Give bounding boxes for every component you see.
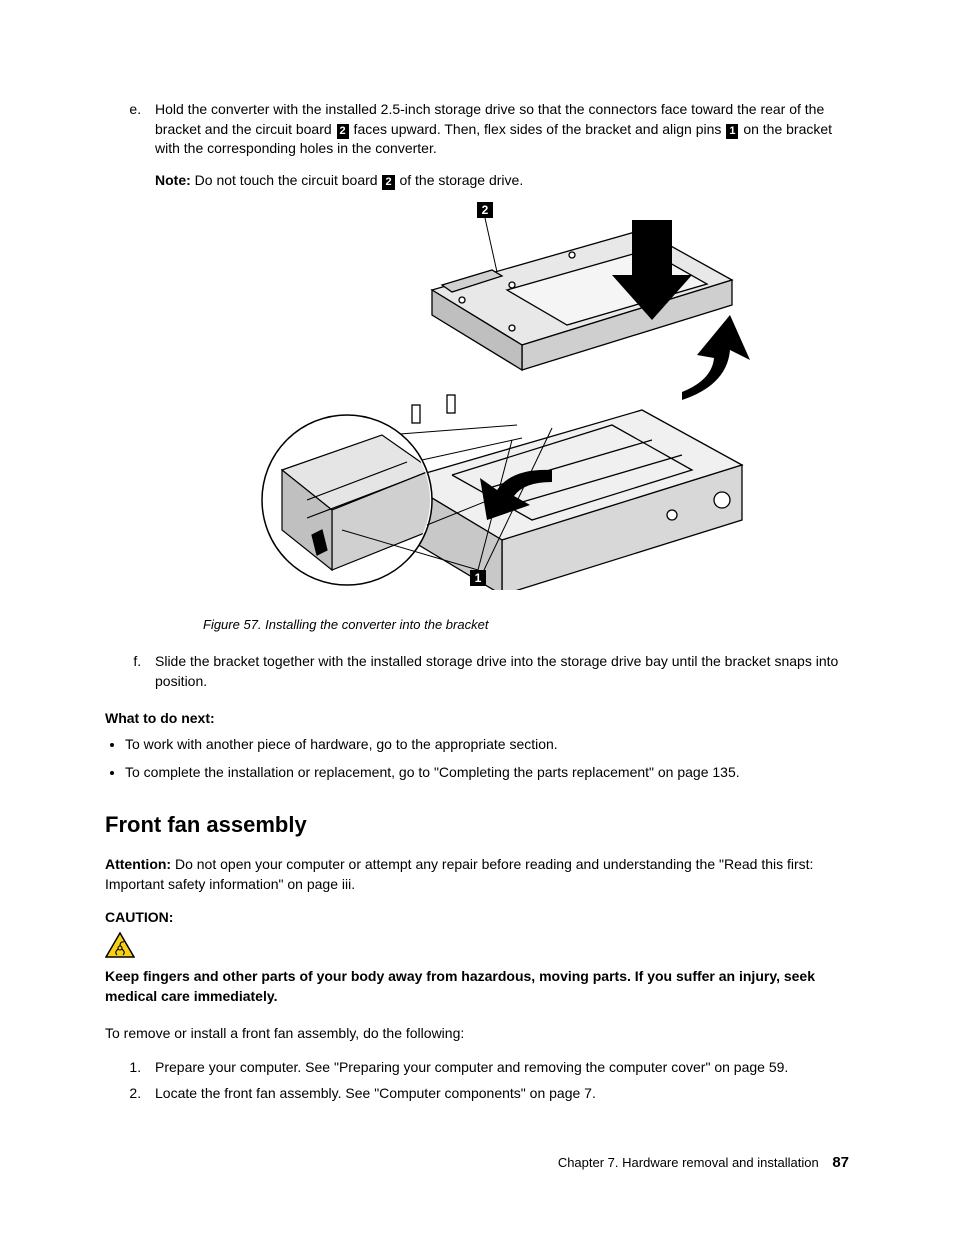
step-f-text: Slide the bracket together with the inst… — [155, 653, 838, 689]
what-next-item-2: To complete the installation or replacem… — [125, 763, 849, 783]
figure-57: 2 1 — [155, 200, 849, 596]
hazard-icon — [105, 932, 849, 964]
num-step-1: Prepare your computer. See "Preparing yo… — [145, 1058, 849, 1078]
alpha-list: Hold the converter with the installed 2.… — [105, 100, 849, 691]
step-e-text-b: faces upward. Then, flex sides of the br… — [350, 121, 726, 137]
note-label: Note: — [155, 172, 195, 188]
arrow-curve-right — [682, 315, 750, 400]
note-block: Note: Do not touch the circuit board 2 o… — [155, 171, 849, 191]
footer-chapter: Chapter 7. — [558, 1155, 619, 1170]
numbered-steps: Prepare your computer. See "Preparing yo… — [105, 1058, 849, 1103]
section-intro: To remove or install a front fan assembl… — [105, 1024, 849, 1044]
figure-callout-2: 2 — [477, 202, 497, 272]
attention-label: Attention: — [105, 856, 175, 872]
caution-text: Keep fingers and other parts of your bod… — [105, 967, 849, 1006]
callout-2-inline-b: 2 — [382, 175, 394, 190]
what-next-list: To work with another piece of hardware, … — [105, 735, 849, 782]
step-e: Hold the converter with the installed 2.… — [145, 100, 849, 634]
svg-text:2: 2 — [482, 203, 489, 217]
footer-page-number: 87 — [832, 1154, 849, 1171]
attention-paragraph: Attention: Do not open your computer or … — [105, 855, 849, 894]
section-title: Front fan assembly — [105, 810, 849, 841]
converter-top — [432, 230, 732, 370]
attention-text: Do not open your computer or attempt any… — [105, 856, 813, 892]
step-f: Slide the bracket together with the inst… — [145, 652, 849, 691]
note-text-a: Do not touch the circuit board — [195, 172, 382, 188]
svg-text:1: 1 — [475, 571, 482, 585]
footer-title: Hardware removal and installation — [622, 1155, 819, 1170]
figure-caption: Figure 57. Installing the converter into… — [203, 616, 849, 634]
what-next-heading: What to do next: — [105, 709, 849, 729]
bracket-lower — [402, 395, 742, 590]
note-text-b: of the storage drive. — [396, 172, 524, 188]
num-step-2: Locate the front fan assembly. See "Comp… — [145, 1084, 849, 1104]
callout-1-inline: 1 — [726, 124, 738, 139]
page-content: Hold the converter with the installed 2.… — [0, 0, 954, 1169]
what-next-item-1: To work with another piece of hardware, … — [125, 735, 849, 755]
page-footer: Chapter 7. Hardware removal and installa… — [558, 1152, 849, 1173]
caution-label: CAUTION: — [105, 908, 849, 928]
callout-2-inline-a: 2 — [337, 124, 349, 139]
figure-57-svg: 2 1 — [252, 200, 752, 590]
